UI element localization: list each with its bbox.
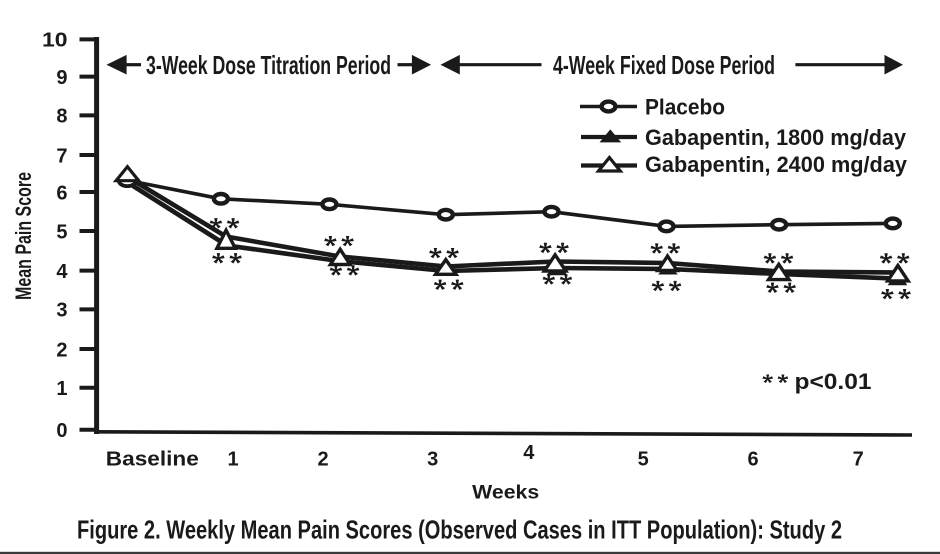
svg-text:5: 5	[638, 449, 649, 471]
svg-text:3: 3	[56, 300, 67, 322]
svg-text:4: 4	[56, 261, 68, 283]
svg-text:1: 1	[227, 449, 238, 471]
svg-text:Mean Pain Score: Mean Pain Score	[11, 172, 36, 300]
svg-text:1: 1	[56, 378, 67, 400]
svg-text:0: 0	[56, 420, 67, 442]
svg-text:Baseline: Baseline	[106, 449, 199, 471]
svg-text:7: 7	[853, 449, 864, 471]
svg-text:8: 8	[56, 106, 67, 128]
svg-text:7: 7	[56, 145, 67, 167]
svg-text:6: 6	[56, 182, 67, 204]
svg-text:4: 4	[523, 442, 535, 464]
svg-text:Gabapentin, 2400 mg/day: Gabapentin, 2400 mg/day	[645, 152, 908, 177]
svg-text:4-Week Fixed Dose Period: 4-Week Fixed Dose Period	[553, 50, 775, 80]
svg-text:10: 10	[42, 30, 68, 52]
svg-text:Weeks: Weeks	[472, 483, 539, 504]
svg-text:Gabapentin, 1800 mg/day: Gabapentin, 1800 mg/day	[645, 125, 907, 150]
svg-text:9: 9	[56, 67, 67, 89]
svg-text:p<0.01: p<0.01	[795, 369, 872, 394]
svg-text:3: 3	[427, 449, 438, 471]
svg-text:Placebo: Placebo	[645, 95, 725, 120]
svg-text:5: 5	[56, 221, 67, 243]
svg-text:Figure 2. Weekly Mean Pain Sco: Figure 2. Weekly Mean Pain Scores (Obser…	[77, 515, 842, 545]
svg-text:3-Week Dose Titration Period: 3-Week Dose Titration Period	[146, 50, 391, 80]
svg-text:2: 2	[56, 339, 67, 361]
svg-text:6: 6	[747, 449, 758, 471]
svg-text:2: 2	[317, 449, 328, 471]
